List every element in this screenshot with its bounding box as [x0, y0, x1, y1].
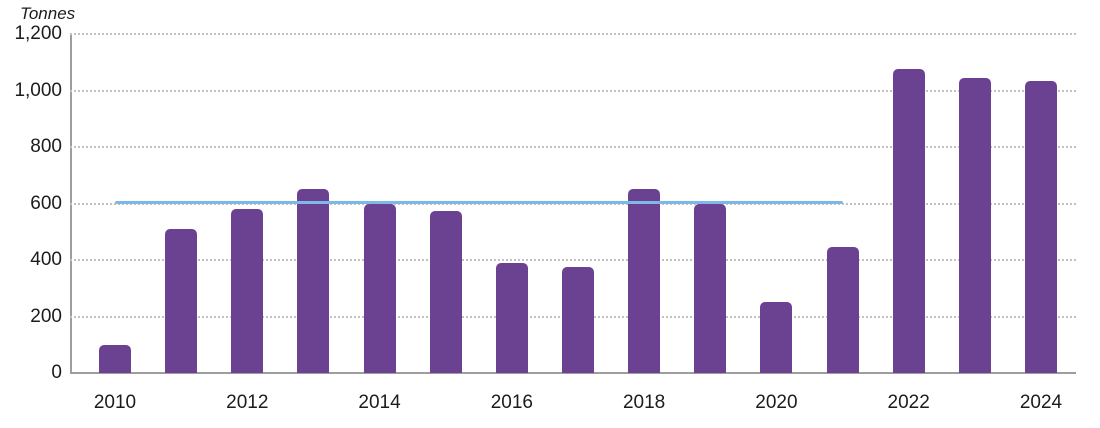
gridline-800 — [70, 146, 1076, 148]
x-tick-2020: 2020 — [755, 392, 798, 413]
y-axis-title: Tonnes — [20, 4, 76, 23]
bar-2019 — [694, 203, 727, 373]
gridline-1000 — [70, 89, 1076, 92]
bar-2017 — [561, 267, 594, 373]
y-tick-0: 0 — [51, 362, 62, 383]
bar-2016 — [495, 262, 528, 373]
x-tick-2018: 2018 — [622, 392, 666, 413]
bar-2012 — [231, 209, 264, 373]
bar-2011 — [165, 228, 198, 373]
y-tick-1000: 1,000 — [14, 79, 62, 101]
x-tick-2022: 2022 — [887, 392, 930, 413]
bar-2023 — [958, 77, 991, 373]
bar-2021 — [826, 247, 859, 373]
y-tick-200: 200 — [30, 305, 62, 327]
x-tick-2024: 2024 — [1019, 392, 1063, 413]
x-tick-2014: 2014 — [358, 392, 401, 413]
x-tick-2012: 2012 — [226, 392, 269, 413]
bar-2015 — [429, 210, 462, 373]
gridline-1200 — [70, 33, 1076, 35]
bar-2022 — [892, 69, 925, 373]
bar-2013 — [297, 189, 330, 373]
x-tick-2016: 2016 — [490, 392, 533, 413]
bar-2018 — [628, 189, 661, 373]
reference-line — [115, 201, 843, 205]
x-axis-line — [70, 372, 1076, 374]
y-tick-800: 800 — [30, 136, 62, 157]
gridline-400 — [70, 259, 1076, 261]
y-tick-400: 400 — [30, 249, 62, 270]
bar-2014 — [363, 203, 396, 373]
y-tick-600: 600 — [30, 192, 62, 214]
bar-2020 — [760, 302, 793, 373]
bar-2024 — [1024, 80, 1057, 373]
y-tick-1200: 1,200 — [14, 23, 62, 44]
x-tick-2010: 2010 — [93, 392, 137, 413]
bar-2010 — [99, 344, 131, 373]
